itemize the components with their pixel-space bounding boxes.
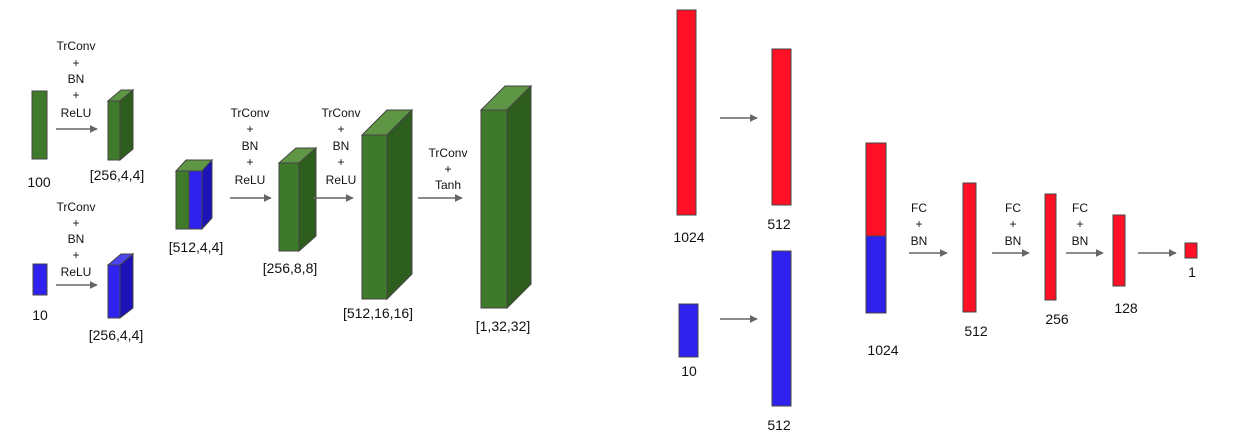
svg-text:TrConv: TrConv — [57, 200, 96, 214]
condition-vector-label: 10 — [32, 307, 48, 323]
noise-operation-label: TrConv + BN + ReLU — [57, 39, 96, 120]
svg-text:BN: BN — [1072, 234, 1089, 248]
svg-text:BN: BN — [333, 139, 350, 153]
disc-image-input-label: 1024 — [673, 229, 704, 245]
svg-text:+: + — [72, 248, 79, 262]
gen-block-2 — [360, 108, 414, 301]
gen-block-3 — [479, 84, 533, 310]
svg-text:+: + — [72, 216, 79, 230]
disc-image-fc — [771, 48, 792, 206]
noise-output-label: [256,4,4] — [90, 167, 145, 183]
svg-text:+: + — [72, 88, 79, 102]
noise-output-block — [106, 88, 135, 162]
gen-operation-1-label: TrConv + BN + ReLU — [231, 106, 270, 187]
disc-condition-input — [678, 303, 699, 358]
disc-fc-3 — [1112, 214, 1126, 287]
generator-section: 100 TrConv + BN + ReLU [256,4,4] 10 TrCo… — [27, 39, 533, 343]
svg-text:+: + — [444, 162, 451, 176]
concat-block — [174, 158, 214, 231]
svg-text:BN: BN — [1005, 234, 1022, 248]
gen-operation-3-label: TrConv + Tanh — [429, 146, 468, 192]
svg-text:TrConv: TrConv — [231, 106, 270, 120]
condition-output-block — [106, 252, 135, 320]
gen-operation-2-label: TrConv + BN + ReLU — [322, 106, 361, 187]
disc-image-input — [676, 9, 697, 216]
gen-block-1 — [277, 146, 318, 253]
disc-operation-1-label: FC + BN — [911, 201, 928, 248]
disc-fc-3-label: 128 — [1114, 300, 1138, 316]
svg-text:+: + — [246, 122, 253, 136]
disc-concat-block — [865, 142, 887, 314]
noise-vector — [31, 90, 48, 160]
disc-fc-1 — [962, 182, 977, 313]
svg-text:ReLU: ReLU — [61, 106, 92, 120]
svg-text:+: + — [72, 56, 79, 70]
disc-fc-2 — [1044, 193, 1057, 301]
svg-text:TrConv: TrConv — [429, 146, 468, 160]
svg-text:BN: BN — [911, 234, 928, 248]
gen-block-2-label: [512,16,16] — [343, 305, 413, 321]
svg-text:Tanh: Tanh — [435, 178, 461, 192]
gen-block-3-label: [1,32,32] — [476, 318, 531, 334]
svg-text:TrConv: TrConv — [322, 106, 361, 120]
svg-text:+: + — [337, 155, 344, 169]
disc-fc-2-label: 256 — [1045, 311, 1069, 327]
disc-operation-2-label: FC + BN — [1005, 201, 1022, 248]
svg-text:+: + — [915, 217, 922, 231]
svg-text:+: + — [1009, 217, 1016, 231]
disc-fc-1-label: 512 — [964, 323, 988, 339]
disc-condition-input-label: 10 — [681, 363, 697, 379]
svg-text:ReLU: ReLU — [61, 265, 92, 279]
disc-output — [1184, 242, 1198, 259]
svg-text:BN: BN — [68, 232, 85, 246]
svg-text:+: + — [1076, 217, 1083, 231]
disc-operation-3-label: FC + BN — [1072, 201, 1089, 248]
svg-text:FC: FC — [911, 201, 927, 215]
gen-block-1-label: [256,8,8] — [263, 260, 318, 276]
svg-text:FC: FC — [1072, 201, 1088, 215]
svg-text:FC: FC — [1005, 201, 1021, 215]
svg-text:BN: BN — [242, 139, 259, 153]
noise-vector-label: 100 — [27, 174, 51, 190]
disc-condition-fc-label: 512 — [767, 417, 791, 433]
svg-text:BN: BN — [68, 72, 85, 86]
svg-text:+: + — [246, 155, 253, 169]
condition-operation-label: TrConv + BN + ReLU — [57, 200, 96, 279]
condition-vector — [32, 263, 48, 296]
disc-output-label: 1 — [1188, 264, 1196, 280]
concat-label: [512,4,4] — [169, 239, 224, 255]
svg-text:ReLU: ReLU — [326, 173, 357, 187]
condition-output-label: [256,4,4] — [89, 327, 144, 343]
svg-text:+: + — [337, 122, 344, 136]
svg-text:ReLU: ReLU — [235, 173, 266, 187]
discriminator-section: 1024 512 10 512 1024 FC + BN 512 FC + BN — [673, 9, 1198, 433]
disc-condition-fc — [771, 250, 792, 407]
svg-text:TrConv: TrConv — [57, 39, 96, 53]
disc-concat-label: 1024 — [867, 342, 898, 358]
disc-image-fc-label: 512 — [767, 216, 791, 232]
